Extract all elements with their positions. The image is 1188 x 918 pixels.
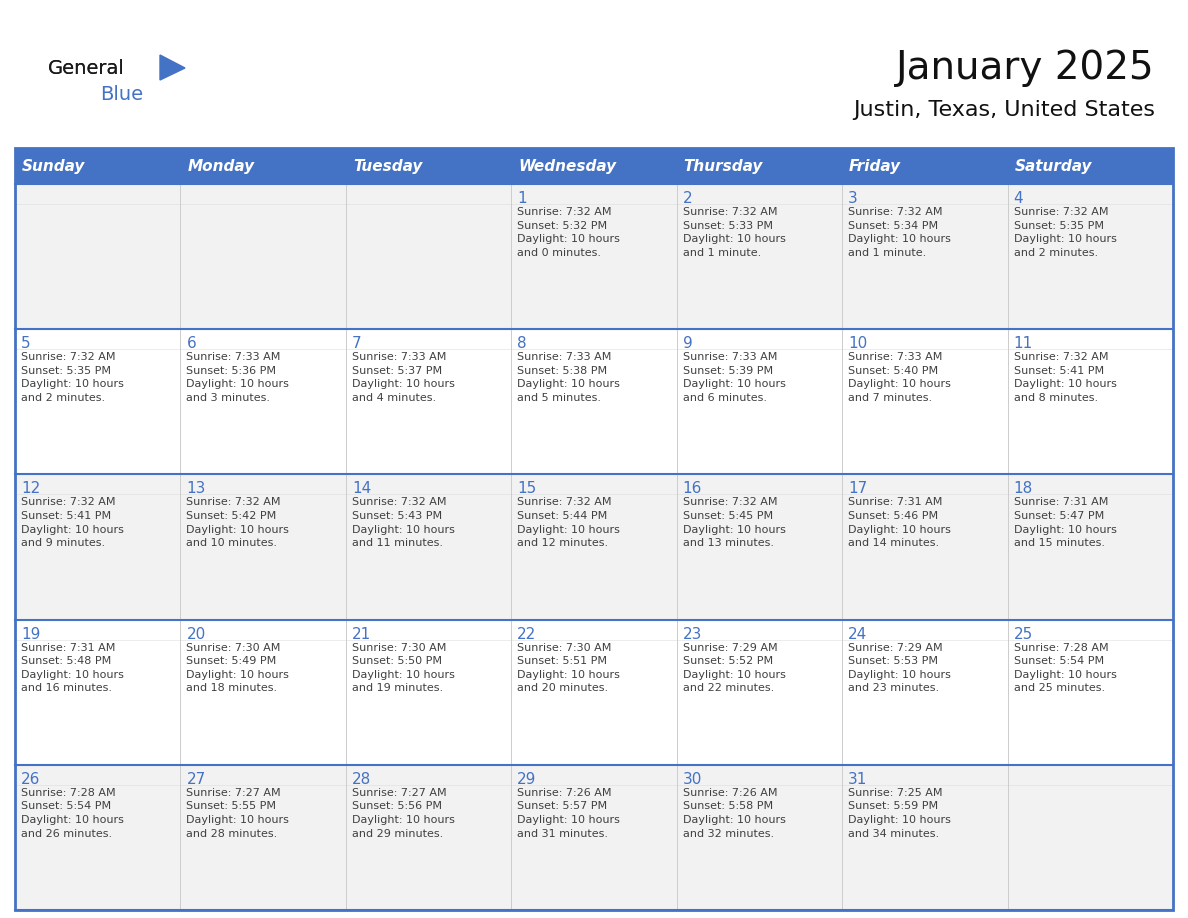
Text: Tuesday: Tuesday: [353, 159, 422, 174]
Bar: [677, 148, 842, 184]
Bar: [15, 148, 181, 184]
Text: 29: 29: [517, 772, 537, 787]
Text: 10: 10: [848, 336, 867, 352]
Text: Sunrise: 7:33 AM
Sunset: 5:36 PM
Daylight: 10 hours
and 3 minutes.: Sunrise: 7:33 AM Sunset: 5:36 PM Dayligh…: [187, 353, 290, 403]
Text: Sunrise: 7:32 AM
Sunset: 5:41 PM
Daylight: 10 hours
and 9 minutes.: Sunrise: 7:32 AM Sunset: 5:41 PM Dayligh…: [21, 498, 124, 548]
Text: Sunrise: 7:33 AM
Sunset: 5:37 PM
Daylight: 10 hours
and 4 minutes.: Sunrise: 7:33 AM Sunset: 5:37 PM Dayligh…: [352, 353, 455, 403]
Bar: [346, 148, 511, 184]
Text: 11: 11: [1013, 336, 1032, 352]
Text: General: General: [48, 59, 125, 77]
Text: Sunrise: 7:26 AM
Sunset: 5:57 PM
Daylight: 10 hours
and 31 minutes.: Sunrise: 7:26 AM Sunset: 5:57 PM Dayligh…: [517, 788, 620, 839]
Text: 23: 23: [683, 627, 702, 642]
Text: Sunrise: 7:27 AM
Sunset: 5:56 PM
Daylight: 10 hours
and 29 minutes.: Sunrise: 7:27 AM Sunset: 5:56 PM Dayligh…: [352, 788, 455, 839]
Bar: [15, 620, 1173, 765]
Text: Sunrise: 7:32 AM
Sunset: 5:34 PM
Daylight: 10 hours
and 1 minute.: Sunrise: 7:32 AM Sunset: 5:34 PM Dayligh…: [848, 207, 952, 258]
Text: Sunrise: 7:29 AM
Sunset: 5:53 PM
Daylight: 10 hours
and 23 minutes.: Sunrise: 7:29 AM Sunset: 5:53 PM Dayligh…: [848, 643, 952, 693]
Text: Sunrise: 7:28 AM
Sunset: 5:54 PM
Daylight: 10 hours
and 26 minutes.: Sunrise: 7:28 AM Sunset: 5:54 PM Dayligh…: [21, 788, 124, 839]
Text: 12: 12: [21, 481, 40, 497]
Text: Sunrise: 7:32 AM
Sunset: 5:35 PM
Daylight: 10 hours
and 2 minutes.: Sunrise: 7:32 AM Sunset: 5:35 PM Dayligh…: [1013, 207, 1117, 258]
Text: 16: 16: [683, 481, 702, 497]
Text: Sunrise: 7:33 AM
Sunset: 5:40 PM
Daylight: 10 hours
and 7 minutes.: Sunrise: 7:33 AM Sunset: 5:40 PM Dayligh…: [848, 353, 952, 403]
Text: 13: 13: [187, 481, 206, 497]
Text: Sunrise: 7:31 AM
Sunset: 5:47 PM
Daylight: 10 hours
and 15 minutes.: Sunrise: 7:31 AM Sunset: 5:47 PM Dayligh…: [1013, 498, 1117, 548]
Text: 15: 15: [517, 481, 537, 497]
Text: 4: 4: [1013, 191, 1023, 206]
Text: 20: 20: [187, 627, 206, 642]
Text: Sunrise: 7:32 AM
Sunset: 5:45 PM
Daylight: 10 hours
and 13 minutes.: Sunrise: 7:32 AM Sunset: 5:45 PM Dayligh…: [683, 498, 785, 548]
Text: 7: 7: [352, 336, 361, 352]
Text: 30: 30: [683, 772, 702, 787]
Polygon shape: [160, 55, 185, 80]
Text: General: General: [48, 59, 125, 77]
Text: Sunrise: 7:30 AM
Sunset: 5:50 PM
Daylight: 10 hours
and 19 minutes.: Sunrise: 7:30 AM Sunset: 5:50 PM Dayligh…: [352, 643, 455, 693]
Text: Sunrise: 7:25 AM
Sunset: 5:59 PM
Daylight: 10 hours
and 34 minutes.: Sunrise: 7:25 AM Sunset: 5:59 PM Dayligh…: [848, 788, 952, 839]
Text: Sunrise: 7:32 AM
Sunset: 5:44 PM
Daylight: 10 hours
and 12 minutes.: Sunrise: 7:32 AM Sunset: 5:44 PM Dayligh…: [517, 498, 620, 548]
Text: 14: 14: [352, 481, 371, 497]
Text: 6: 6: [187, 336, 196, 352]
Text: 1: 1: [517, 191, 527, 206]
Text: Sunrise: 7:32 AM
Sunset: 5:32 PM
Daylight: 10 hours
and 0 minutes.: Sunrise: 7:32 AM Sunset: 5:32 PM Dayligh…: [517, 207, 620, 258]
Text: Monday: Monday: [188, 159, 254, 174]
Bar: [511, 148, 677, 184]
Bar: [15, 765, 1173, 910]
Bar: [1007, 148, 1173, 184]
Text: Sunrise: 7:31 AM
Sunset: 5:48 PM
Daylight: 10 hours
and 16 minutes.: Sunrise: 7:31 AM Sunset: 5:48 PM Dayligh…: [21, 643, 124, 693]
Text: 21: 21: [352, 627, 371, 642]
Bar: [15, 330, 1173, 475]
Text: 27: 27: [187, 772, 206, 787]
Text: 19: 19: [21, 627, 40, 642]
Text: Sunrise: 7:26 AM
Sunset: 5:58 PM
Daylight: 10 hours
and 32 minutes.: Sunrise: 7:26 AM Sunset: 5:58 PM Dayligh…: [683, 788, 785, 839]
Text: Sunrise: 7:28 AM
Sunset: 5:54 PM
Daylight: 10 hours
and 25 minutes.: Sunrise: 7:28 AM Sunset: 5:54 PM Dayligh…: [1013, 643, 1117, 693]
Text: Wednesday: Wednesday: [518, 159, 617, 174]
Text: 25: 25: [1013, 627, 1032, 642]
Text: Sunrise: 7:32 AM
Sunset: 5:42 PM
Daylight: 10 hours
and 10 minutes.: Sunrise: 7:32 AM Sunset: 5:42 PM Dayligh…: [187, 498, 290, 548]
Bar: [181, 148, 346, 184]
Text: 8: 8: [517, 336, 527, 352]
Text: Saturday: Saturday: [1015, 159, 1092, 174]
Text: 22: 22: [517, 627, 537, 642]
Text: Sunrise: 7:27 AM
Sunset: 5:55 PM
Daylight: 10 hours
and 28 minutes.: Sunrise: 7:27 AM Sunset: 5:55 PM Dayligh…: [187, 788, 290, 839]
Text: Sunrise: 7:32 AM
Sunset: 5:33 PM
Daylight: 10 hours
and 1 minute.: Sunrise: 7:32 AM Sunset: 5:33 PM Dayligh…: [683, 207, 785, 258]
Bar: [15, 148, 1173, 910]
Text: Sunrise: 7:33 AM
Sunset: 5:38 PM
Daylight: 10 hours
and 5 minutes.: Sunrise: 7:33 AM Sunset: 5:38 PM Dayligh…: [517, 353, 620, 403]
Text: Sunday: Sunday: [23, 159, 86, 174]
Text: Sunrise: 7:32 AM
Sunset: 5:35 PM
Daylight: 10 hours
and 2 minutes.: Sunrise: 7:32 AM Sunset: 5:35 PM Dayligh…: [21, 353, 124, 403]
Text: 17: 17: [848, 481, 867, 497]
Bar: [15, 184, 1173, 330]
Text: Sunrise: 7:32 AM
Sunset: 5:41 PM
Daylight: 10 hours
and 8 minutes.: Sunrise: 7:32 AM Sunset: 5:41 PM Dayligh…: [1013, 353, 1117, 403]
Bar: [842, 148, 1007, 184]
Text: 5: 5: [21, 336, 31, 352]
Text: January 2025: January 2025: [897, 49, 1155, 87]
Text: Sunrise: 7:31 AM
Sunset: 5:46 PM
Daylight: 10 hours
and 14 minutes.: Sunrise: 7:31 AM Sunset: 5:46 PM Dayligh…: [848, 498, 952, 548]
Text: Blue: Blue: [100, 85, 143, 105]
Text: Sunrise: 7:32 AM
Sunset: 5:43 PM
Daylight: 10 hours
and 11 minutes.: Sunrise: 7:32 AM Sunset: 5:43 PM Dayligh…: [352, 498, 455, 548]
Text: Sunrise: 7:30 AM
Sunset: 5:51 PM
Daylight: 10 hours
and 20 minutes.: Sunrise: 7:30 AM Sunset: 5:51 PM Dayligh…: [517, 643, 620, 693]
Text: Sunrise: 7:29 AM
Sunset: 5:52 PM
Daylight: 10 hours
and 22 minutes.: Sunrise: 7:29 AM Sunset: 5:52 PM Dayligh…: [683, 643, 785, 693]
Text: 9: 9: [683, 336, 693, 352]
Text: Justin, Texas, United States: Justin, Texas, United States: [853, 100, 1155, 120]
Text: 3: 3: [848, 191, 858, 206]
Text: Friday: Friday: [849, 159, 902, 174]
Text: 28: 28: [352, 772, 371, 787]
Bar: [15, 475, 1173, 620]
Text: Sunrise: 7:33 AM
Sunset: 5:39 PM
Daylight: 10 hours
and 6 minutes.: Sunrise: 7:33 AM Sunset: 5:39 PM Dayligh…: [683, 353, 785, 403]
Text: 26: 26: [21, 772, 40, 787]
Text: Sunrise: 7:30 AM
Sunset: 5:49 PM
Daylight: 10 hours
and 18 minutes.: Sunrise: 7:30 AM Sunset: 5:49 PM Dayligh…: [187, 643, 290, 693]
Text: 31: 31: [848, 772, 867, 787]
Text: 24: 24: [848, 627, 867, 642]
Text: Thursday: Thursday: [684, 159, 763, 174]
Text: 2: 2: [683, 191, 693, 206]
Text: 18: 18: [1013, 481, 1032, 497]
